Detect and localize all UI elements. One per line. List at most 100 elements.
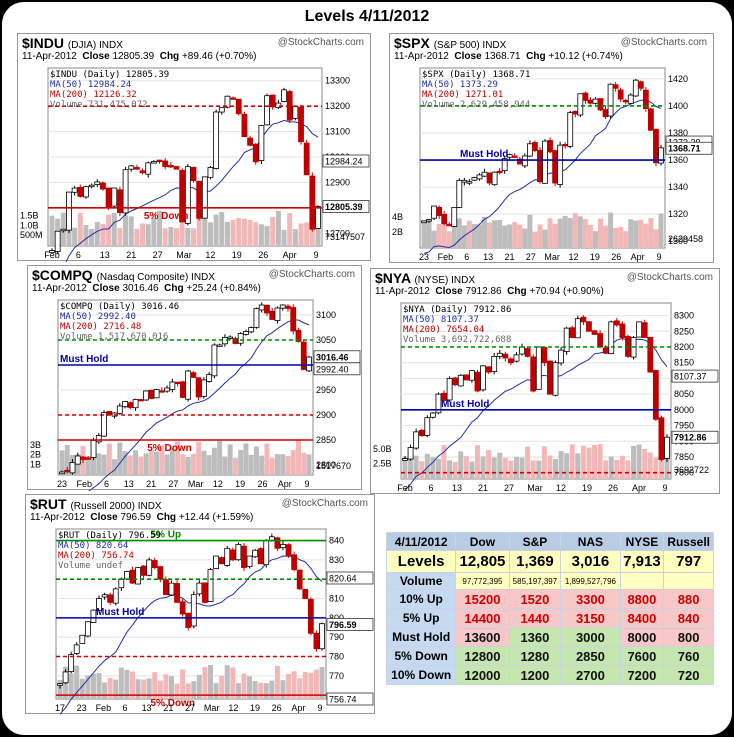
candle-body [597, 98, 604, 111]
level-label: Must Hold [60, 354, 108, 365]
candle-body [207, 167, 214, 178]
candle-body [246, 555, 253, 568]
volume-bar [135, 679, 141, 699]
cell: 1440 [508, 608, 562, 628]
volume-bar [435, 459, 441, 479]
x-tick-label: Feb [96, 703, 112, 713]
volume-marker-label: 3692722 [674, 465, 709, 475]
chg-label: Chg [159, 51, 180, 62]
chart-panel-compq: $COMPQ (Nasdaq Composite) INDX @StockCha… [27, 265, 362, 491]
price-tick-label: 1360 [668, 155, 688, 165]
cell: 7200 [619, 665, 665, 685]
cell: 1360 [508, 627, 562, 647]
chart-symbol: $SPX [394, 35, 430, 51]
price-marker-label: 820.64 [329, 573, 357, 583]
legend-entry: MA(50) 1373.29 [422, 80, 498, 90]
candle-body [476, 174, 483, 180]
price-chart: 8300825082008150810080508000795079007850… [373, 302, 719, 493]
volume-bar [190, 228, 196, 246]
volume-bar [154, 451, 160, 475]
candle-body [463, 374, 470, 381]
x-tick-label: 26 [272, 703, 282, 713]
volume-bar [191, 681, 197, 699]
price-marker: 796.59 [326, 618, 374, 631]
cell: 840 [663, 608, 714, 628]
page-title: Levels 4/11/2012 [304, 8, 430, 25]
volume-bar [286, 673, 292, 699]
candle-body [258, 304, 265, 311]
volume-bar [224, 221, 230, 246]
volume-bar [304, 222, 310, 246]
volume-bar [636, 444, 642, 479]
candle-body [653, 128, 659, 164]
x-tick-label: Mar [527, 483, 543, 493]
candle-body [461, 179, 468, 183]
x-tick-label: 21 [478, 483, 488, 493]
candle-body [54, 230, 61, 252]
price-marker: 7912.86 [671, 430, 719, 444]
candle-body [421, 220, 427, 224]
candle-body [567, 112, 574, 147]
volume-bar [146, 678, 152, 699]
volume-bar [542, 229, 548, 248]
candle-body [252, 549, 259, 558]
close-value: 3016.46 [122, 283, 159, 294]
volume-bar [101, 454, 107, 475]
price-tick-label: 12700 [325, 228, 350, 238]
volume-bar [148, 450, 154, 475]
x-tick-label: Apr [632, 483, 646, 493]
volume-bar [290, 450, 296, 475]
volume-bar [547, 455, 553, 479]
volume-bar [517, 224, 523, 248]
candle-body [281, 89, 287, 102]
close-value: 1368.71 [484, 51, 521, 62]
price-marker: 2992.40 [313, 362, 361, 376]
volume-bar [513, 456, 519, 479]
volume-bar [159, 444, 165, 475]
volume-bar [100, 224, 106, 246]
ma50-line [88, 319, 310, 491]
volume-bar [275, 210, 281, 246]
price-tick-label: 1400 [668, 101, 688, 111]
candle-body [307, 598, 314, 634]
volume-bar [174, 228, 180, 246]
volume-bar [474, 445, 480, 479]
volume-bar [169, 448, 175, 475]
x-tick-label: 17 [55, 703, 65, 713]
price-tick-label: 8300 [674, 311, 694, 321]
candle-body [557, 144, 564, 185]
candle-body [269, 94, 276, 108]
volume-value: 97,772,395 [455, 572, 510, 590]
volume-bar [145, 224, 151, 246]
volume-bar [285, 455, 291, 475]
candle-body [112, 588, 119, 604]
volume-bar [280, 454, 286, 475]
candle-body [139, 170, 146, 174]
volume-bar [463, 456, 469, 479]
price-tick-label: 8150 [674, 358, 694, 368]
row-label: 5% Up [385, 608, 457, 628]
chart-symbol: $NYA [375, 270, 411, 286]
candle-body [496, 352, 503, 357]
volume-bar [653, 229, 659, 248]
candle-body [167, 165, 174, 168]
candle-body [118, 578, 125, 589]
candle-body [174, 583, 180, 603]
candle-body [572, 110, 579, 115]
candle-body [111, 187, 118, 207]
x-tick-label: 26 [258, 250, 268, 260]
cell: 3000 [560, 627, 621, 647]
x-tick-label: Feb [397, 483, 413, 493]
candle-body [241, 545, 247, 569]
candle-body [258, 125, 265, 161]
x-tick-label: 27 [504, 483, 514, 493]
price-marker: 8107.37 [671, 369, 719, 383]
candle-body [290, 307, 297, 332]
x-tick-label: Apr [631, 252, 645, 262]
volume-bar [664, 452, 670, 479]
price-tick-label: 810 [329, 594, 344, 604]
candle-body [69, 462, 76, 474]
price-marker-label: 756.74 [329, 695, 357, 705]
volume-bar [102, 682, 108, 699]
price-tick-label: 7850 [674, 452, 694, 462]
